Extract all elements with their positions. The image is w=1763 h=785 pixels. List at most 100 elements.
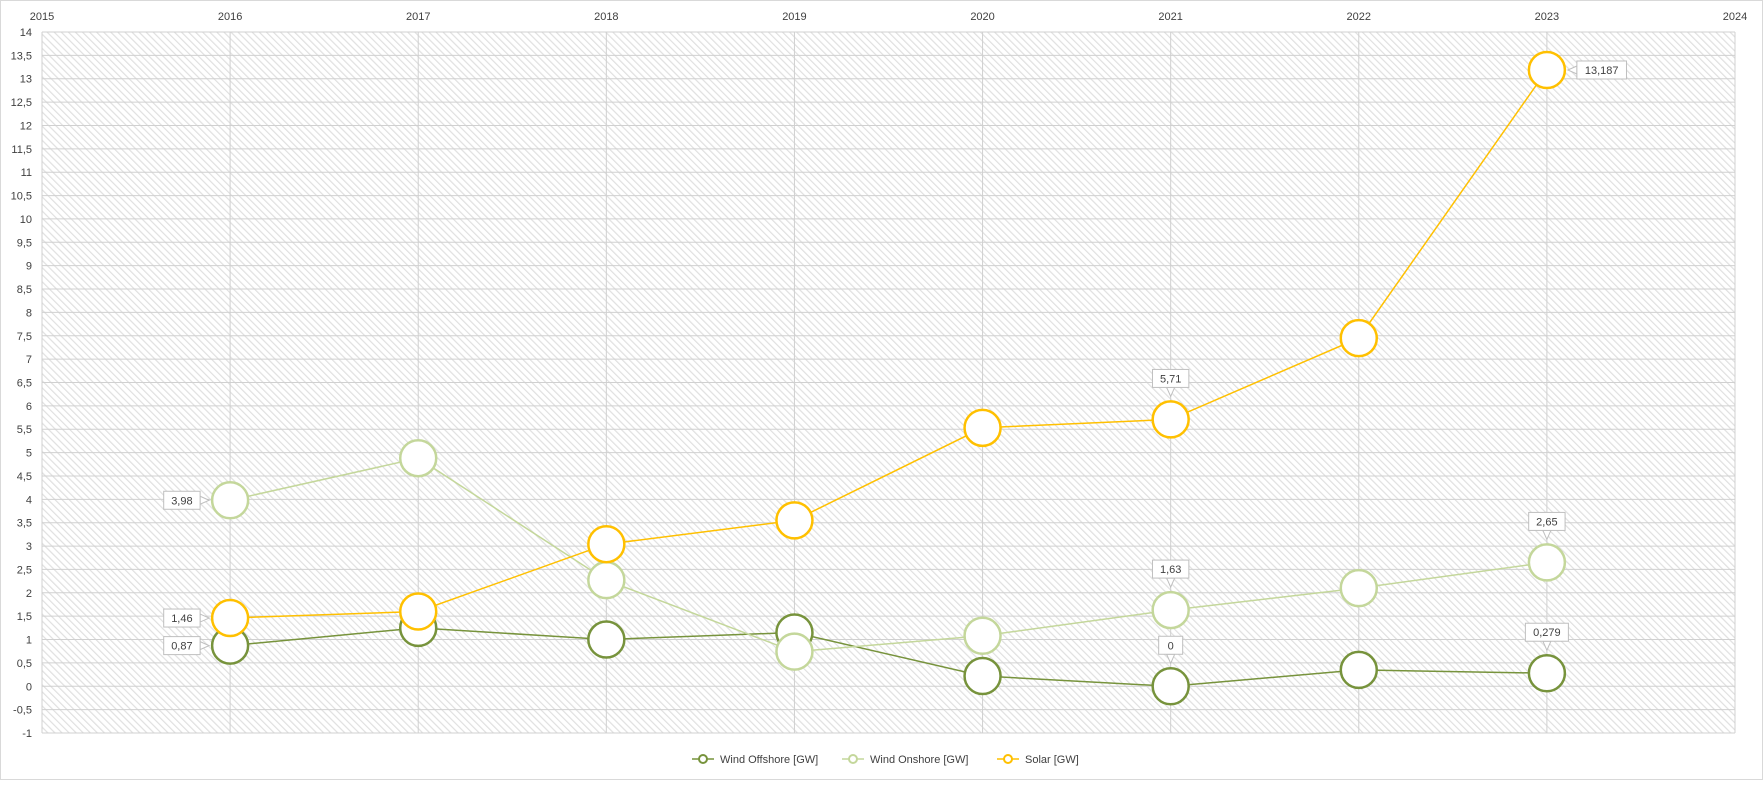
x-tick-label: 2024: [1723, 11, 1747, 23]
data-point: [398, 592, 438, 631]
y-tick-label: 2: [26, 588, 32, 600]
data-point: [775, 632, 814, 671]
data-point: [963, 656, 1002, 696]
y-tick-label: 2,5: [17, 564, 32, 576]
y-tick-label: 1: [26, 635, 32, 647]
y-tick-label: 5,5: [17, 424, 32, 436]
callout-box: [1151, 368, 1190, 388]
y-tick-label: 3: [26, 541, 32, 553]
data-point: [210, 481, 250, 520]
y-tick-label: 5: [26, 448, 32, 460]
series-line-2: [230, 69, 1548, 619]
legend-marker: [848, 754, 858, 764]
callout-box: [1151, 559, 1190, 579]
x-tick-label: 2019: [782, 11, 806, 23]
callout-box: [1576, 60, 1627, 80]
data-label-callout: 0: [1158, 635, 1184, 665]
y-tick-label: 13,5: [11, 50, 32, 62]
data-point: [210, 598, 250, 638]
y-tick-label: 12,5: [11, 97, 32, 109]
legend-label: Solar [GW]: [1025, 754, 1079, 766]
x-tick-label: 2015: [30, 11, 54, 23]
data-label: 13,187: [1585, 65, 1619, 77]
x-tick-label: 2020: [970, 11, 994, 23]
legend-label: Wind Onshore [GW]: [870, 754, 968, 766]
data-label: 3,98: [171, 495, 192, 507]
y-tick-label: 3,5: [17, 518, 32, 530]
x-tick-label: 2021: [1158, 11, 1182, 23]
x-tick-label: 2022: [1347, 11, 1371, 23]
data-label: 0,279: [1533, 627, 1561, 639]
x-axis-ticks: 2015 2016 2017 2018 2019 2020 2021 2022 2023 2024: [30, 11, 1747, 23]
data-point: [1339, 650, 1379, 690]
data-point: [587, 560, 626, 600]
y-tick-label: 6,5: [17, 378, 32, 390]
callout-box: [163, 608, 201, 628]
x-tick-label: 2018: [594, 11, 618, 23]
legend-marker: [1003, 754, 1013, 764]
data-point: [1339, 568, 1379, 608]
data-point: [963, 408, 1002, 448]
legend-item: Wind Onshore [GW]: [842, 754, 968, 766]
y-tick-label: 7,5: [17, 331, 32, 343]
x-tick-label: 2016: [218, 11, 242, 23]
data-label-callout: 1,63: [1151, 559, 1190, 589]
y-tick-label: 11,5: [11, 144, 32, 156]
legend: Wind Offshore [GW] Wind Onshore [GW] Solar…: [692, 754, 1079, 766]
gridlines: [41, 31, 1736, 734]
data-point: [587, 524, 626, 564]
data-point: [1151, 400, 1190, 439]
data-label-callout: 13,187: [1566, 60, 1627, 80]
y-tick-label: -0,5: [13, 705, 32, 717]
y-tick-label: 13: [20, 74, 32, 86]
y-axis-ticks: 1413,51312,51211,51110,5109,598,587,576,…: [11, 27, 32, 740]
data-point: [1527, 543, 1567, 582]
data-label-callout: 5,71: [1151, 368, 1190, 398]
y-tick-label: 12: [20, 120, 32, 132]
legend-item: Solar [GW]: [997, 754, 1079, 766]
series-line-0: [230, 627, 1547, 688]
y-tick-label: -1: [22, 728, 32, 740]
data-label-callout: 0,279: [1524, 622, 1569, 652]
y-tick-label: 8,5: [17, 284, 32, 296]
data-point: [587, 620, 626, 659]
y-tick-label: 4,5: [17, 471, 32, 483]
callout-box: [163, 490, 201, 510]
y-tick-label: 9: [26, 261, 32, 273]
callout-box: [1528, 511, 1566, 531]
legend-label: Wind Offshore [GW]: [720, 754, 818, 766]
data-label-callout: 2,65: [1528, 511, 1566, 541]
data-point: [1339, 318, 1379, 358]
series-markers: [210, 50, 1567, 706]
data-label: 1,63: [1160, 564, 1181, 576]
y-tick-label: 14: [20, 27, 32, 39]
data-label: 0: [1168, 640, 1174, 652]
data-label-callout: 3,98: [163, 490, 211, 510]
x-tick-label: 2017: [406, 11, 430, 23]
callout-box: [1158, 635, 1184, 655]
data-label: 2,65: [1536, 516, 1557, 528]
y-tick-label: 9,5: [17, 237, 32, 249]
callout-box: [1524, 622, 1569, 642]
y-tick-label: 7: [26, 354, 32, 366]
data-labels: 0,87 0 0,279 3,98 1,63 2,65 1,46 5,71 13,187: [163, 60, 1627, 665]
y-tick-label: 1,5: [17, 611, 32, 623]
series-line-1: [229, 457, 1548, 653]
y-tick-label: 0: [26, 681, 32, 693]
y-tick-label: 6: [26, 401, 32, 413]
y-tick-label: 4: [26, 494, 32, 506]
legend-marker: [698, 754, 708, 764]
data-point: [1527, 50, 1567, 90]
data-label: 1,46: [171, 613, 192, 625]
y-tick-label: 8: [26, 307, 32, 319]
data-point: [1151, 590, 1190, 630]
y-tick-label: 10,5: [11, 191, 32, 203]
y-tick-label: 10: [20, 214, 32, 226]
data-label: 5,71: [1160, 373, 1181, 385]
data-label: 0,87: [171, 641, 192, 653]
callout-box: [163, 636, 201, 656]
data-point: [775, 501, 814, 540]
x-tick-label: 2023: [1535, 11, 1559, 23]
